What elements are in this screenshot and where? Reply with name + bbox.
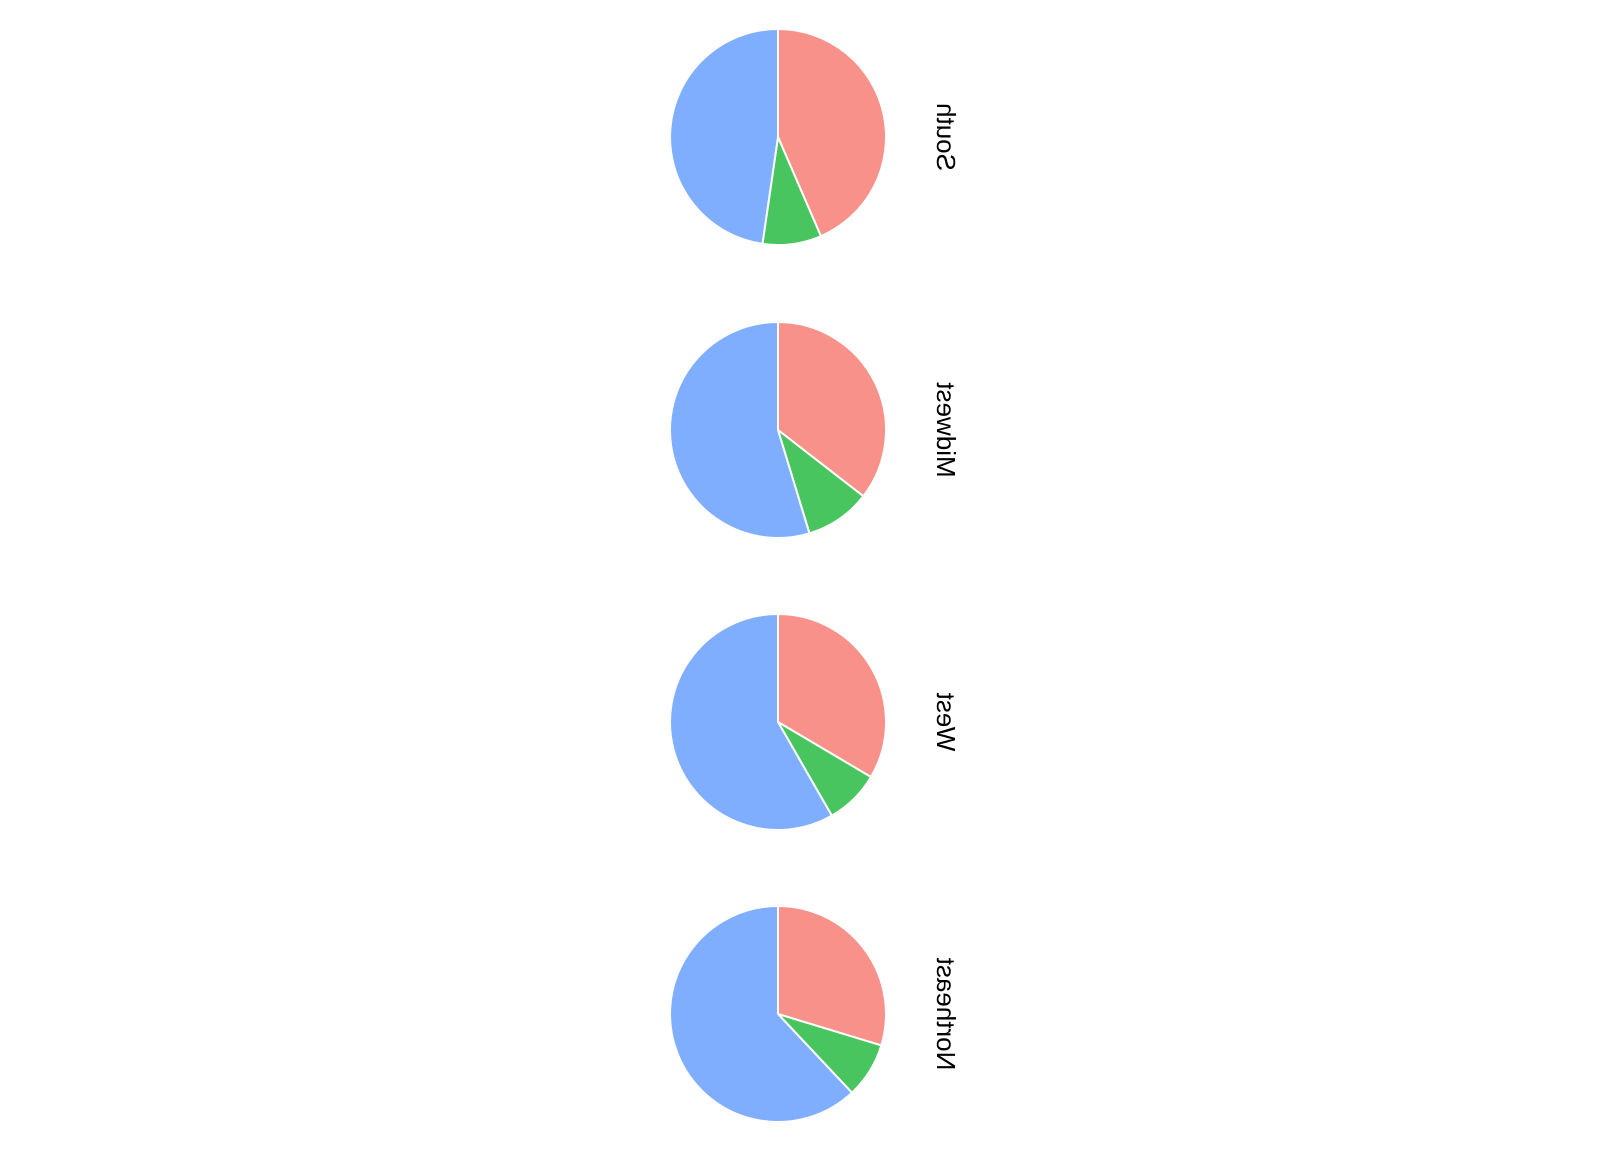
pie-west [669,613,887,831]
facet-south: South [669,28,961,246]
pie-slice-south-3 [669,28,779,245]
facet-label-northeast: Northeast [931,957,961,1070]
facet-west: West [669,613,961,831]
pie-midwest [669,321,887,539]
pie-slice-northeast-1 [777,905,887,1047]
pie-slice-west-3 [669,613,833,831]
facet-label-west: West [931,692,961,752]
facet-label-south: South [931,103,961,171]
pie-slice-south-1 [777,28,887,238]
pie-slice-midwest-1 [777,321,887,498]
facet-label-midwest: Midwest [931,382,961,478]
pie-slice-midwest-3 [669,321,811,539]
facet-midwest: Midwest [669,321,961,539]
pie-northeast [669,905,887,1123]
pie-south [669,28,887,246]
pie-slice-northeast-3 [669,905,853,1123]
pie-slice-west-1 [777,613,887,778]
facet-northeast: Northeast [669,905,961,1123]
